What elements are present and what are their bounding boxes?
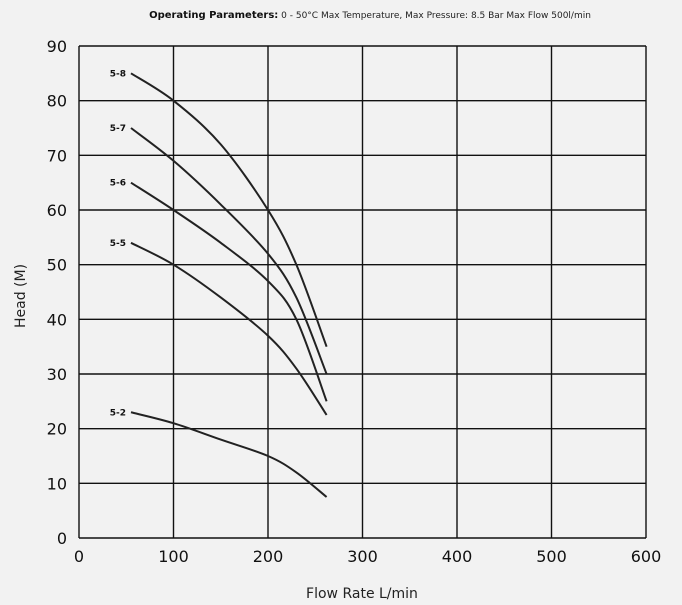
y-tick-label: 90 [47, 37, 67, 56]
x-tick-label: 100 [158, 547, 189, 566]
x-tick-label: 300 [347, 547, 378, 566]
grid-layer [78, 45, 647, 539]
y-tick-label: 60 [47, 201, 67, 220]
chart-title: Operating Parameters: 0 - 50°C Max Tempe… [149, 10, 591, 21]
series-label-5-7: 5-7 [110, 124, 126, 134]
title-bold: Operating Parameters: [149, 10, 278, 21]
x-tick-label: 0 [74, 547, 84, 566]
series-label-5-8: 5-8 [110, 69, 126, 79]
y-axis-label: Head (M) [13, 264, 29, 328]
series-line-5-7 [130, 127, 328, 375]
y-tick-label: 0 [57, 529, 67, 548]
y-tick-label: 70 [47, 146, 67, 165]
x-tick-label: 400 [442, 547, 473, 566]
x-tick-label: 200 [253, 547, 284, 566]
series-line-5-2 [130, 411, 328, 498]
series-layer: 5-8 5-7 5-6 5-5 5-2 [110, 69, 328, 498]
series-label-5-2: 5-2 [110, 408, 126, 418]
series-label-5-6: 5-6 [110, 179, 126, 189]
y-tick-label: 10 [47, 474, 67, 493]
title-rest: 0 - 50°C Max Temperature, Max Pressure: … [278, 11, 591, 21]
x-axis-label: Flow Rate L/min [306, 586, 418, 602]
y-tick-label: 40 [47, 310, 67, 329]
series-line-5-5 [130, 241, 328, 416]
x-tick-label: 500 [536, 547, 567, 566]
x-tick-label: 600 [631, 547, 662, 566]
tick-layer: 0 100 200 300 400 500 600 0 10 20 30 40 50 60 70 80 90 [47, 37, 662, 566]
series-label-5-5: 5-5 [110, 239, 126, 249]
series-line-5-8 [130, 72, 328, 348]
y-tick-label: 50 [47, 256, 67, 275]
y-tick-label: 30 [47, 365, 67, 384]
series-line-5-6 [130, 181, 328, 402]
y-tick-label: 20 [47, 420, 67, 439]
y-tick-label: 80 [47, 92, 67, 111]
